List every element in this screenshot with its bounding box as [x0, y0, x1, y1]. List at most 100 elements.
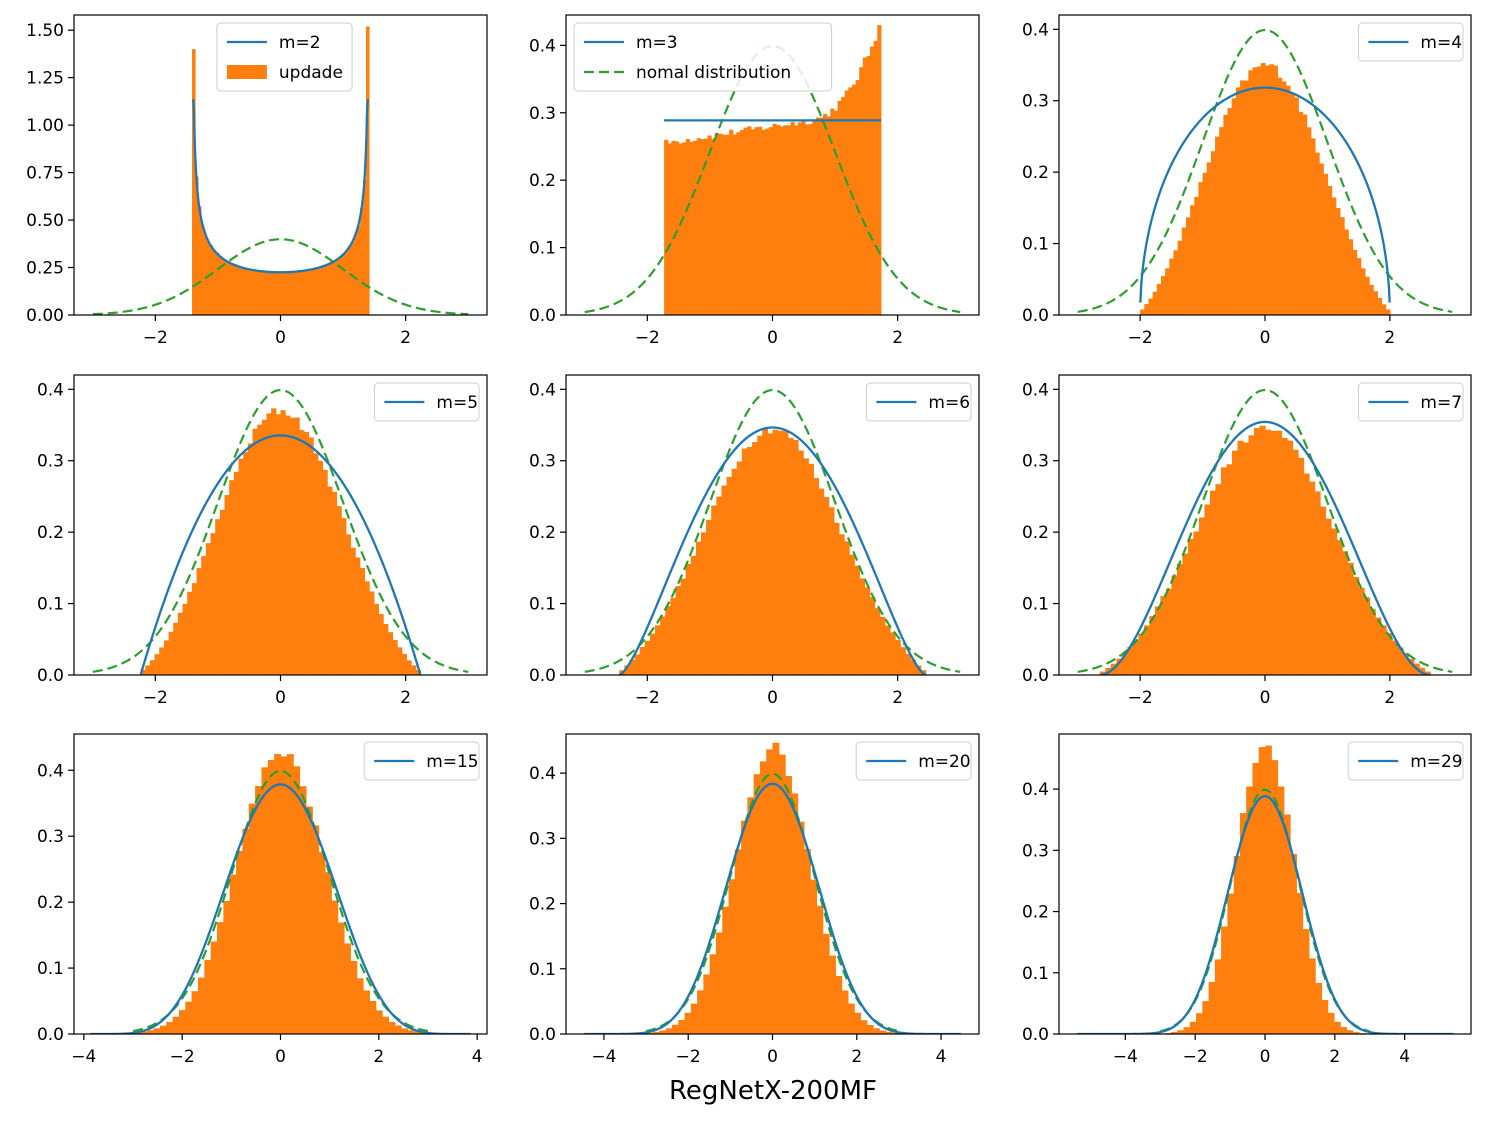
- y-tick-label: 0.1: [37, 595, 64, 615]
- histogram-bar: [1327, 185, 1333, 315]
- histogram-bar: [397, 647, 403, 675]
- histogram-bar: [388, 1021, 396, 1034]
- histogram-bar: [1208, 981, 1216, 1034]
- x-tick-label: −2: [143, 688, 168, 708]
- histogram-bar: [866, 56, 871, 315]
- histogram-bar: [1308, 958, 1316, 1034]
- histogram-bar: [192, 49, 196, 315]
- histogram-bar: [298, 270, 302, 315]
- histogram-bar: [779, 126, 784, 315]
- histogram-bar: [680, 578, 687, 675]
- histogram-bar: [1265, 65, 1270, 315]
- histogram-bar: [682, 142, 687, 315]
- histogram-bar: [841, 990, 849, 1034]
- histogram-bar: [1281, 437, 1288, 675]
- histogram-bar: [387, 632, 394, 675]
- histogram-bar: [1181, 227, 1187, 315]
- legend-label: m=4: [1420, 33, 1462, 53]
- histogram-bar: [182, 603, 188, 675]
- histogram-bar: [1198, 182, 1204, 315]
- y-tick-label: 0.4: [37, 380, 64, 400]
- legend-label: nomal distribution: [636, 63, 791, 83]
- histogram-bar: [1198, 517, 1206, 675]
- legend-label: m=3: [636, 33, 678, 53]
- histogram-bar: [757, 435, 763, 675]
- histogram-bar: [792, 439, 799, 675]
- y-tick-label: 0.4: [1022, 780, 1049, 800]
- histogram-bar: [1276, 430, 1283, 675]
- histogram-bar: [401, 1028, 409, 1034]
- histogram-bar: [1140, 309, 1145, 315]
- histogram-bar: [312, 825, 320, 1034]
- histogram-bar: [1138, 633, 1145, 675]
- histogram-bar: [1132, 640, 1139, 675]
- histogram-bar: [1302, 114, 1308, 315]
- histogram-bar: [255, 785, 263, 1034]
- legend-label: m=15: [426, 752, 478, 772]
- histogram-bar: [877, 25, 882, 315]
- y-tick-label: 0.2: [37, 893, 64, 913]
- histogram-bar: [307, 270, 311, 315]
- histogram-bar: [1277, 77, 1283, 315]
- histogram-bar: [1310, 138, 1316, 315]
- histogram-bar: [364, 581, 370, 675]
- histogram-bar: [660, 616, 666, 675]
- histogram-bar: [690, 1003, 698, 1034]
- histogram-bar: [1116, 658, 1123, 675]
- histogram-bar: [218, 255, 223, 315]
- histogram-bar: [315, 268, 320, 315]
- histogram-bar: [268, 272, 273, 315]
- histogram-bar: [1352, 1032, 1360, 1034]
- histogram-bar: [345, 534, 352, 675]
- histogram-bar: [159, 647, 165, 675]
- histogram-bar: [1323, 173, 1329, 315]
- histogram-bar: [1369, 608, 1376, 675]
- histogram-bar: [747, 126, 752, 315]
- histogram-bar: [1319, 163, 1324, 315]
- histogram-bar: [1165, 588, 1173, 675]
- histogram-bar: [801, 119, 806, 315]
- histogram-bar: [797, 122, 803, 315]
- legend-label: m=20: [918, 752, 970, 772]
- histogram-bar: [261, 767, 269, 1034]
- histogram-bar: [895, 640, 901, 675]
- y-tick-label: 0.75: [26, 164, 64, 184]
- histogram-bar: [1260, 63, 1266, 315]
- histogram-bar: [1177, 1030, 1185, 1034]
- histogram-bar: [1327, 1012, 1335, 1034]
- histogram-bar: [248, 269, 252, 315]
- histogram-bar: [772, 742, 780, 1034]
- histogram-bar: [854, 565, 860, 675]
- histogram-bar: [1306, 127, 1312, 315]
- histogram-bar: [1219, 127, 1224, 315]
- y-tick-label: 0.1: [529, 960, 556, 980]
- histogram-bar: [696, 138, 701, 315]
- legend-label: m=2: [279, 33, 321, 53]
- histogram-bar: [1265, 429, 1272, 675]
- histogram-bar: [830, 108, 835, 315]
- histogram-bar: [1259, 425, 1266, 675]
- histogram-bar: [201, 556, 207, 675]
- x-tick-label: 0: [767, 688, 778, 708]
- y-tick-label: 0.50: [26, 211, 64, 231]
- histogram-bar: [355, 557, 361, 675]
- histogram-bar: [1381, 304, 1387, 315]
- histogram-bar: [736, 461, 743, 675]
- legend-label: m=5: [436, 393, 478, 413]
- histogram-bar: [166, 1022, 174, 1034]
- histogram-bar: [844, 90, 849, 315]
- histogram-bar: [1285, 85, 1291, 315]
- histogram-bar: [163, 640, 170, 675]
- histogram-bar: [215, 519, 221, 675]
- histogram-bar: [1149, 616, 1156, 675]
- histogram-bar: [759, 761, 767, 1034]
- histogram-bar: [624, 665, 631, 675]
- histogram-bar: [1314, 491, 1321, 675]
- histogram-bar: [359, 567, 366, 675]
- histogram-bar: [348, 245, 352, 315]
- y-tick-label: 1.25: [26, 69, 64, 89]
- histogram-bar: [715, 932, 723, 1034]
- histogram-bar: [823, 497, 830, 675]
- x-tick-label: 0: [767, 328, 778, 348]
- histogram-bar: [252, 428, 258, 675]
